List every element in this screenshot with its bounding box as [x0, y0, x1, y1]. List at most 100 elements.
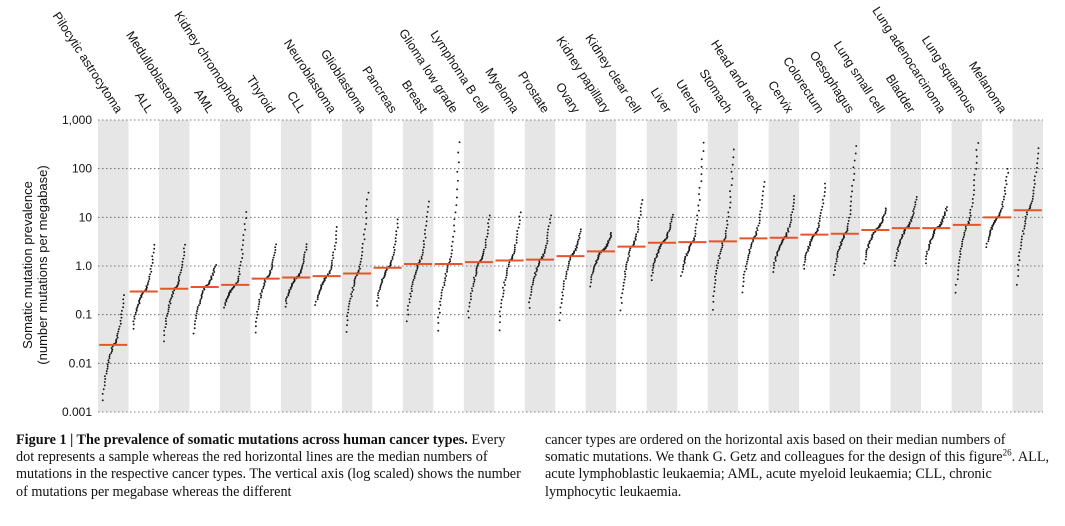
sample-dot [546, 231, 549, 234]
sample-dot [228, 291, 231, 294]
sample-dot [381, 278, 383, 281]
sample-dot [715, 264, 718, 267]
sample-dot [444, 272, 447, 275]
category-label: Breast [399, 78, 431, 116]
sample-dot [941, 218, 944, 221]
sample-dot [242, 234, 245, 236]
sample-dot [195, 314, 198, 317]
sample-dot [177, 277, 180, 280]
sample-dot [834, 262, 837, 265]
sample-dot [792, 205, 795, 208]
sample-dot [505, 276, 508, 279]
sample-dot [102, 388, 105, 391]
sample-dot [696, 218, 699, 221]
category-label: AML [191, 86, 217, 115]
sample-dot [424, 236, 427, 239]
sample-dot [517, 226, 520, 229]
sample-dot [150, 270, 153, 273]
sample-dot [788, 225, 791, 228]
sample-dot [867, 246, 870, 249]
sample-dot [760, 206, 763, 209]
sample-dot [254, 320, 257, 323]
sample-dot [729, 206, 731, 209]
sample-dot [182, 257, 185, 260]
sample-dot [1020, 244, 1023, 247]
sample-dot [255, 317, 258, 319]
sample-dot [839, 241, 842, 244]
sample-dot [422, 251, 424, 254]
sample-dot [741, 291, 744, 294]
sample-dot [416, 267, 419, 270]
sample-dot [1036, 166, 1038, 169]
sample-dot [963, 233, 966, 236]
sample-dot [897, 250, 900, 253]
sample-dot [110, 350, 113, 353]
sample-dot [834, 269, 836, 272]
sample-dot [925, 262, 927, 265]
sample-dot [118, 325, 121, 328]
sample-dot [270, 268, 273, 271]
sample-dot [333, 245, 336, 247]
sample-dot [377, 297, 380, 299]
sample-dot [164, 320, 167, 323]
sample-dot [148, 278, 151, 280]
sample-dot [199, 302, 202, 305]
sample-dot [724, 232, 727, 235]
sample-dot [184, 243, 186, 246]
sample-dot [477, 262, 480, 265]
sample-dot [502, 289, 505, 292]
sample-dot [412, 279, 415, 281]
sample-dot [943, 212, 946, 215]
sample-dot [569, 256, 572, 259]
sample-dot [137, 303, 140, 306]
sample-dot [152, 251, 155, 254]
sample-dot [968, 219, 971, 221]
sample-dot [909, 218, 912, 221]
sample-dot [1031, 200, 1034, 203]
sample-dot [973, 173, 976, 176]
sample-dot [238, 270, 241, 273]
sample-dot [420, 257, 423, 260]
sample-dot [544, 248, 546, 251]
sample-dot [254, 331, 257, 334]
sample-dot [149, 273, 151, 276]
sample-dot [293, 278, 296, 281]
sample-dot [546, 239, 549, 242]
sample-dot [350, 293, 353, 296]
sample-dot [503, 281, 505, 284]
sample-dot [331, 254, 334, 257]
sample-dot [407, 313, 410, 316]
sample-dot [652, 262, 655, 265]
sample-dot [702, 150, 705, 153]
sample-dot [284, 305, 287, 308]
sample-dot [1018, 251, 1021, 254]
sample-dot [803, 260, 806, 263]
sample-dot [120, 316, 123, 319]
sample-dot [774, 257, 777, 260]
sample-dot [651, 271, 654, 274]
sample-dot [411, 290, 413, 293]
sample-dot [576, 243, 579, 246]
sample-dot [837, 248, 840, 251]
sample-dot [700, 165, 703, 168]
sample-dot [166, 312, 169, 315]
sample-dot [560, 298, 563, 301]
sample-dot [790, 213, 793, 216]
sample-dot [1023, 227, 1026, 230]
sample-dot [475, 271, 478, 274]
sample-dot [163, 334, 166, 337]
sample-dot [684, 255, 687, 258]
sample-dot [729, 190, 731, 193]
sample-dot [237, 279, 240, 282]
sample-dot [884, 210, 887, 213]
sample-dot [518, 223, 521, 225]
sample-dot [528, 301, 531, 304]
sample-dot [576, 240, 579, 243]
sample-dot [164, 326, 167, 329]
sample-dot [697, 204, 700, 207]
sample-dot [173, 289, 176, 292]
sample-dot [414, 271, 417, 274]
sample-dot [872, 231, 875, 234]
sample-dot [335, 226, 338, 228]
sample-dot [772, 261, 775, 264]
